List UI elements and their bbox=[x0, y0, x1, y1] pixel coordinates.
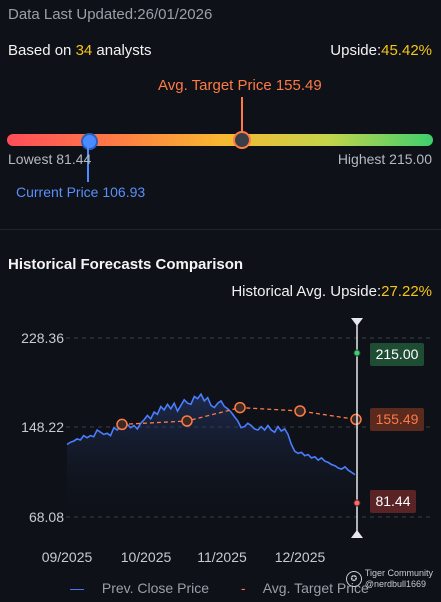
legend-target[interactable]: - Avg. Target Price bbox=[240, 580, 369, 596]
low-marker-label: 81.44 bbox=[375, 493, 410, 509]
chart-legend: — Prev. Close Price - Avg. Target Price bbox=[70, 580, 397, 596]
scrubber-top-handle[interactable] bbox=[351, 318, 363, 326]
historical-upside-label: Historical Avg. Upside: bbox=[231, 283, 382, 300]
close-price-area bbox=[67, 394, 355, 517]
avg-marker-label: 155.49 bbox=[376, 411, 419, 427]
legend-target-label: Avg. Target Price bbox=[262, 580, 369, 596]
section-divider bbox=[0, 229, 441, 230]
price-range-bar bbox=[7, 134, 433, 146]
analyst-count-text: Based on 34 analysts bbox=[8, 42, 151, 59]
current-price-label: Current Price 106.93 bbox=[16, 184, 146, 200]
data-updated-text: Data Last Updated:26/01/2026 bbox=[8, 6, 212, 23]
avg-target-point bbox=[181, 415, 193, 427]
x-tick-label: 09/2025 bbox=[42, 549, 93, 565]
low-point bbox=[353, 499, 361, 507]
watermark-line1: Tiger Community bbox=[364, 568, 433, 578]
x-tick-label: 11/2025 bbox=[197, 549, 247, 565]
watermark: ✪ Tiger Community @nerdbull1669 bbox=[345, 568, 433, 590]
updated-label: Data Last Updated: bbox=[8, 6, 138, 23]
historical-upside-value: 27.22% bbox=[381, 283, 432, 300]
upside-text: Upside:45.42% bbox=[330, 42, 432, 59]
watermark-line2: @nerdbull1669 bbox=[364, 579, 426, 589]
current-price-stem bbox=[87, 146, 89, 182]
upside-value: 45.42% bbox=[381, 42, 432, 59]
history-title: Historical Forecasts Comparison bbox=[8, 256, 244, 273]
lowest-label: Lowest 81.44 bbox=[8, 151, 92, 167]
based-prefix: Based on bbox=[8, 42, 76, 59]
legend-close-label: Prev. Close Price bbox=[101, 580, 209, 596]
current-price-marker[interactable] bbox=[81, 133, 98, 150]
high-marker-label: 215.00 bbox=[376, 346, 419, 362]
avg-target-point bbox=[294, 405, 306, 417]
analyst-count: 34 bbox=[75, 42, 93, 59]
avg-target-point bbox=[234, 401, 246, 414]
historical-forecast-chart[interactable]: 228.36 148.22 68.08 215.00 155.49 81.44 … bbox=[0, 310, 441, 575]
historical-upside-text: Historical Avg. Upside:27.22% bbox=[231, 283, 432, 300]
legend-close[interactable]: — Prev. Close Price bbox=[70, 580, 209, 596]
y-tick-label: 68.08 bbox=[29, 509, 64, 525]
updated-date: 26/01/2026 bbox=[137, 6, 213, 23]
high-point bbox=[353, 349, 361, 357]
low-marker-box bbox=[370, 490, 416, 513]
x-tick-label: 12/2025 bbox=[275, 549, 326, 565]
high-marker-box bbox=[370, 343, 424, 366]
highest-label: Highest 215.00 bbox=[337, 151, 432, 167]
avg-target-marker[interactable] bbox=[233, 131, 251, 149]
based-suffix: analysts bbox=[92, 42, 152, 59]
avg-marker-box bbox=[370, 408, 424, 431]
avg-target-points bbox=[116, 401, 362, 431]
avg-target-stem bbox=[241, 97, 243, 137]
avg-target-point bbox=[116, 418, 128, 431]
y-tick-label: 148.22 bbox=[21, 419, 64, 435]
scrubber[interactable] bbox=[351, 318, 363, 538]
avg-target-point bbox=[350, 413, 362, 426]
close-price-line bbox=[66, 392, 356, 476]
x-tick-label: 10/2025 bbox=[121, 549, 172, 565]
avg-target-label: Avg. Target Price 155.49 bbox=[158, 77, 322, 94]
upside-label: Upside: bbox=[330, 42, 382, 59]
scrubber-bottom-handle[interactable] bbox=[351, 530, 363, 538]
tiger-logo-icon: ✪ bbox=[345, 571, 362, 587]
y-tick-label: 228.36 bbox=[21, 330, 64, 346]
